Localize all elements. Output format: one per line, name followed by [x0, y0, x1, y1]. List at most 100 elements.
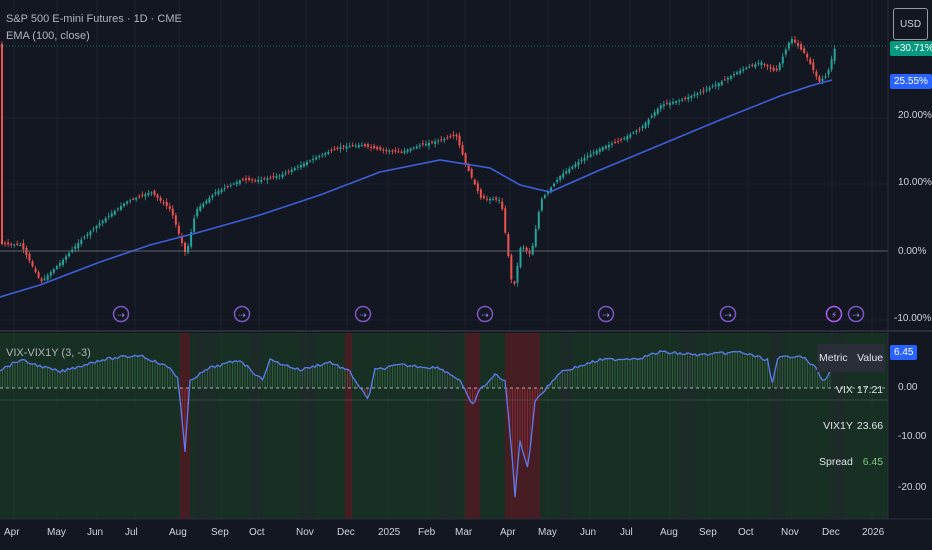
- candle-body: [693, 94, 696, 96]
- ind-y-tick: -20.00: [898, 482, 927, 493]
- candle-body: [428, 143, 430, 146]
- candle-body: [672, 102, 674, 104]
- dividend-icon[interactable]: ⇢: [597, 305, 615, 323]
- candle-body: [138, 196, 141, 198]
- candle-body: [736, 72, 739, 75]
- candle-body: [318, 155, 321, 158]
- candle-body: [376, 146, 379, 150]
- candle-body: [373, 145, 376, 149]
- ema-legend[interactable]: EMA (100, close): [6, 30, 90, 42]
- candle-body: [739, 70, 742, 74]
- candle-body: [623, 138, 626, 140]
- candle-body: [7, 242, 10, 245]
- candle-body: [424, 143, 427, 146]
- candle-body: [68, 253, 71, 257]
- dividend-icon[interactable]: ⇢: [354, 305, 372, 323]
- candle-body: [147, 193, 150, 196]
- candle-body: [159, 197, 162, 201]
- candle-body: [141, 194, 144, 196]
- candle-body: [571, 166, 574, 169]
- earnings-icon[interactable]: ⚡: [825, 305, 843, 323]
- candle-body: [476, 183, 479, 191]
- neutral-band: [560, 333, 572, 519]
- dividend-icon[interactable]: ⇢: [233, 305, 251, 323]
- x-tick: May: [538, 527, 557, 538]
- candle-body: [312, 158, 315, 160]
- candle-body: [397, 151, 400, 153]
- candle-body: [55, 266, 58, 269]
- candle-body: [238, 180, 241, 184]
- candle-body: [394, 150, 397, 152]
- dividend-icon[interactable]: ⇢: [719, 305, 737, 323]
- event-markers[interactable]: ⇢ ⇢ ⇢ ⇢ ⇢ ⇢ ⚡ ⇢: [112, 305, 865, 323]
- currency-button[interactable]: USD: [893, 8, 928, 40]
- candle-body: [290, 169, 293, 173]
- candle-body: [473, 179, 476, 185]
- candle-body: [726, 77, 729, 80]
- candle-body: [409, 148, 412, 151]
- candle-body: [403, 150, 406, 153]
- table-header-value: Value: [854, 344, 886, 372]
- candle-body: [174, 215, 177, 225]
- candle-body: [257, 180, 260, 182]
- dividend-icon[interactable]: ⇢: [476, 305, 494, 323]
- candle-body: [110, 213, 113, 217]
- indicator-legend[interactable]: VIX-VIX1Y (3, -3): [6, 347, 91, 359]
- candle-body: [492, 199, 495, 201]
- svg-text:⇢: ⇢: [481, 311, 489, 321]
- candle-body: [382, 149, 385, 151]
- candle-body: [278, 175, 281, 177]
- candle-body: [327, 152, 330, 154]
- candle-body: [800, 44, 803, 50]
- x-tick: Oct: [738, 527, 754, 538]
- candle-body: [25, 247, 28, 255]
- candle-body: [95, 226, 98, 229]
- candle-body: [266, 178, 269, 181]
- candle-body: [251, 179, 254, 181]
- candle-body: [330, 150, 333, 152]
- candle-body: [345, 146, 348, 149]
- candle-body: [351, 145, 354, 147]
- candle-body: [296, 166, 299, 168]
- candle-body: [711, 86, 714, 88]
- candle-body: [644, 122, 647, 128]
- candle-body: [449, 136, 452, 138]
- candle-body: [781, 56, 784, 64]
- x-tick: Aug: [169, 527, 187, 538]
- dividend-icon[interactable]: ⇢: [847, 305, 865, 323]
- candle-body: [489, 198, 491, 201]
- candle-body: [339, 147, 342, 150]
- candle-body: [10, 244, 13, 246]
- symbol-title[interactable]: S&P 500 E-mini Futures · 1D · CME: [6, 13, 182, 25]
- candle-body: [684, 98, 687, 100]
- candle-body: [583, 157, 586, 161]
- candle-body: [757, 63, 760, 65]
- ema-value-tag: 25.55%: [890, 74, 932, 89]
- candle-body: [302, 163, 305, 167]
- candle-body: [65, 256, 68, 260]
- candle-body: [696, 93, 699, 95]
- x-tick: Apr: [4, 527, 20, 538]
- candle-body: [501, 201, 504, 210]
- candle-body: [119, 206, 122, 210]
- candle-body: [479, 189, 482, 198]
- candle-body: [681, 99, 684, 101]
- candle-body: [31, 261, 34, 267]
- y-tick: 0.00%: [898, 246, 927, 257]
- candle-body: [193, 218, 196, 232]
- candle-body: [16, 243, 19, 245]
- candle-body: [574, 164, 577, 167]
- candle-body: [601, 147, 604, 151]
- dividend-icon[interactable]: ⇢: [112, 305, 130, 323]
- candle-body: [107, 215, 110, 217]
- candle-body: [19, 244, 22, 246]
- candle-body: [385, 150, 388, 152]
- candle-body: [363, 144, 366, 146]
- candle-body: [665, 102, 668, 104]
- candle-body: [806, 53, 809, 58]
- candle-body: [367, 144, 369, 147]
- candle-body: [565, 171, 568, 174]
- candle-body: [357, 145, 360, 148]
- candle-body: [562, 173, 565, 178]
